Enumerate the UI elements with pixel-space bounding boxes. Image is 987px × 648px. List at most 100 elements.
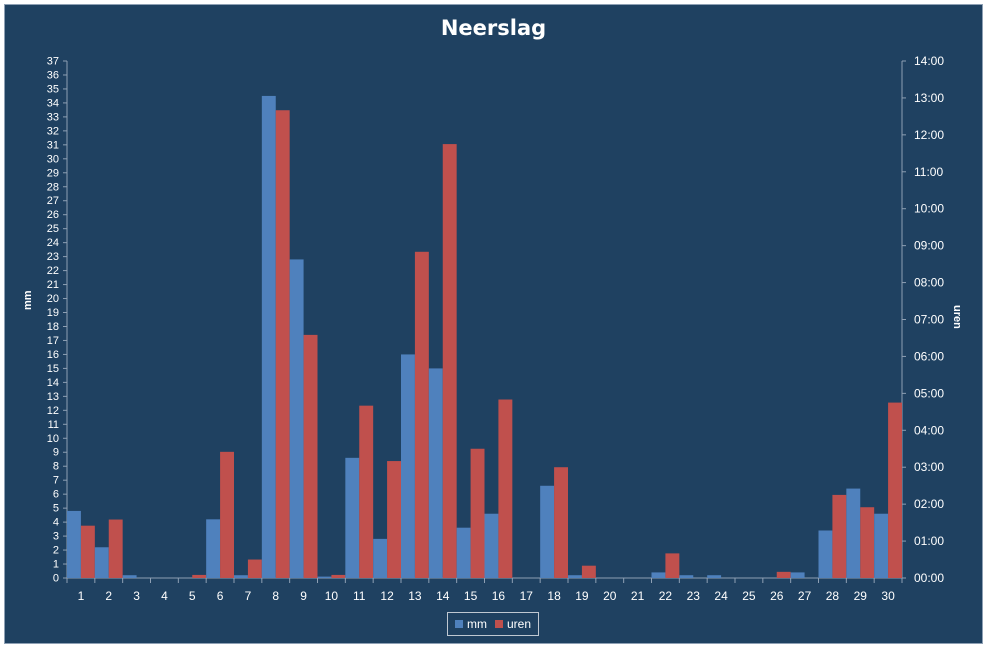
y-right-tick-label: 01:00: [914, 534, 944, 548]
bar-uren: [331, 574, 346, 578]
y-left-tick-label: 22: [47, 265, 59, 277]
x-tick-label: 22: [659, 589, 673, 603]
bar-mm: [289, 259, 304, 578]
x-tick-label: 7: [245, 589, 252, 603]
y-left-tick-label: 11: [48, 419, 59, 431]
y-left-tick-label: 1: [53, 559, 59, 571]
y-right-tick-label: 07:00: [914, 313, 944, 327]
x-tick-label: 1: [78, 589, 85, 603]
x-tick-label: 2: [105, 589, 112, 603]
x-tick-label: 27: [798, 589, 812, 603]
y-left-tick-label: 15: [47, 363, 59, 375]
legend-label-mm: mm: [466, 617, 487, 631]
y-left-tick-label: 20: [47, 293, 59, 305]
y-left-tick-label: 18: [47, 321, 59, 333]
bar-mm: [428, 368, 443, 578]
bar-mm: [456, 527, 471, 578]
bar-uren: [470, 448, 485, 578]
bar-mm: [234, 575, 248, 578]
bar-uren: [220, 451, 234, 578]
bar-uren: [108, 519, 123, 578]
y-left-tick-label: 32: [47, 125, 59, 137]
x-tick-label: 10: [325, 589, 339, 603]
bar-mm: [874, 513, 889, 578]
x-tick-label: 17: [520, 589, 534, 603]
y-right-tick-label: 12:00: [914, 128, 944, 142]
bar-uren: [665, 553, 680, 578]
bar-uren: [275, 110, 290, 578]
bar-mm: [790, 572, 805, 578]
bar-uren: [303, 334, 318, 578]
y-right-tick-label: 06:00: [914, 349, 944, 363]
y-left-tick-label: 19: [47, 307, 59, 319]
x-tick-label: 23: [687, 589, 701, 603]
y-left-tick-label: 8: [53, 461, 59, 473]
y-left-tick-label: 29: [47, 167, 59, 179]
y-left-tick-label: 27: [47, 195, 59, 207]
x-tick-label: 12: [380, 589, 394, 603]
bar-uren: [776, 571, 791, 578]
legend: mm uren: [447, 612, 539, 636]
y-left-tick-label: 14: [47, 377, 59, 389]
bar-mm: [651, 572, 666, 578]
x-tick-label: 30: [881, 589, 895, 603]
y-right-tick-label: 11:00: [914, 165, 943, 179]
y-right-tick-label: 02:00: [914, 497, 944, 511]
x-tick-label: 3: [133, 589, 140, 603]
bar-uren: [80, 525, 95, 578]
bar-uren: [247, 559, 262, 578]
y-right-tick-label: 10:00: [914, 202, 944, 216]
x-tick-label: 8: [272, 589, 279, 603]
y-left-tick-label: 12: [47, 405, 59, 417]
bar-mm: [94, 547, 109, 578]
y-left-tick-label: 6: [53, 489, 59, 501]
legend-swatch-mm: [454, 620, 463, 628]
x-tick-label: 29: [854, 589, 868, 603]
bar-uren: [387, 461, 401, 578]
y-right-tick-label: 03:00: [914, 460, 944, 474]
y-left-tick-label: 36: [47, 69, 59, 81]
x-tick-label: 24: [714, 589, 728, 603]
x-tick-label: 28: [826, 589, 840, 603]
chart-title: Neerslag: [440, 16, 547, 40]
x-tick-label: 4: [161, 589, 168, 603]
x-tick-label: 15: [464, 589, 478, 603]
bar-mm: [317, 576, 332, 578]
y-left-tick-label: 17: [47, 335, 59, 347]
bar-mm: [568, 575, 582, 578]
bar-mm: [261, 95, 276, 578]
y-left-tick-label: 10: [47, 433, 59, 445]
bar-uren: [359, 405, 374, 578]
bar-mm: [818, 530, 833, 578]
bar-mm: [540, 485, 555, 578]
y-left-tick-label: 24: [47, 237, 59, 249]
y-left-tick-label: 28: [47, 181, 59, 193]
x-tick-label: 26: [770, 589, 784, 603]
legend-label-uren: uren: [506, 617, 532, 631]
y-left-tick-label: 5: [53, 503, 59, 515]
bar-uren: [498, 399, 513, 578]
x-tick-label: 9: [300, 589, 307, 603]
bar-mm: [846, 488, 861, 578]
bar-mm: [707, 575, 722, 578]
bar-mm: [206, 519, 221, 578]
bar-uren: [192, 574, 207, 578]
x-tick-label: 19: [575, 589, 589, 603]
bar-uren: [554, 467, 568, 578]
y-left-tick-label: 2: [53, 545, 59, 557]
y-left-tick-label: 9: [53, 447, 59, 459]
x-tick-label: 16: [492, 589, 506, 603]
y-left-tick-label: 30: [47, 153, 59, 165]
y-left-tick-label: 31: [47, 139, 59, 151]
bar-uren: [888, 402, 902, 578]
y-left-tick-label: 0: [53, 573, 59, 585]
y-right-tick-label: 09:00: [914, 239, 944, 253]
legend-item-uren: uren: [494, 617, 532, 631]
y-left-tick-label: 26: [47, 209, 59, 221]
x-tick-label: 14: [436, 589, 450, 603]
bar-uren: [414, 251, 429, 579]
x-tick-label: 18: [547, 589, 561, 603]
bar-uren: [442, 144, 457, 578]
y-left-tick-label: 21: [47, 279, 59, 291]
bar-uren: [581, 565, 596, 578]
